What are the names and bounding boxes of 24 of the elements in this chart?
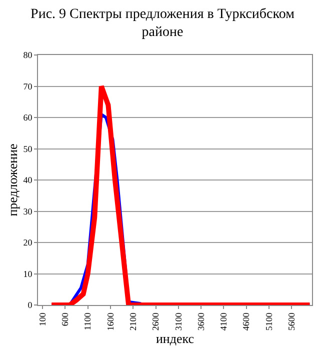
y-tick-label: 70: [23, 81, 33, 92]
y-tick-label: 20: [23, 238, 33, 248]
y-tick-label: 60: [23, 112, 33, 123]
y-tick-label: 50: [23, 144, 33, 154]
x-tick-label: 100: [37, 312, 48, 326]
x-tick-label: 2600: [150, 312, 161, 331]
y-tick-label: 30: [23, 206, 33, 216]
chart-title: Рис. 9 Спектры предложения в Турксибском районе: [30, 6, 295, 40]
y-tick-label: 40: [23, 175, 33, 186]
x-tick-label: 4100: [218, 312, 229, 331]
y-axis-title: предложение: [5, 143, 20, 216]
x-tick-label: 5100: [264, 312, 274, 331]
x-tick-label: 2100: [128, 312, 138, 331]
x-tick-label: 1100: [82, 312, 93, 330]
x-tick-label: 4600: [241, 312, 252, 331]
y-tick-label: 10: [23, 268, 33, 279]
x-axis-title: индекс: [156, 331, 194, 346]
x-tick-label: 3100: [173, 312, 184, 331]
x-tick-label: 600: [60, 312, 70, 326]
x-tick-label: 5600: [286, 312, 297, 331]
y-tick-label: 0: [28, 300, 33, 310]
y-tick-label: 80: [23, 50, 33, 60]
x-tick-label: 1600: [105, 312, 116, 331]
x-tick-label: 3600: [196, 312, 206, 331]
